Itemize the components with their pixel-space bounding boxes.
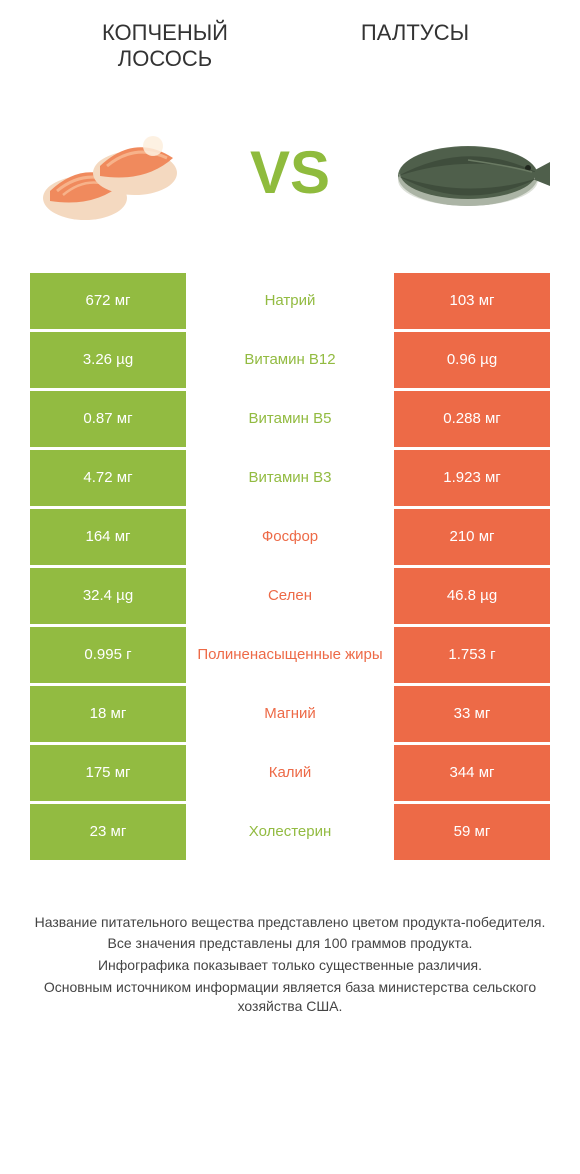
footer-line: Название питательного вещества представл… [30,913,550,933]
value-left: 175 мг [30,745,186,801]
value-right: 0.288 мг [394,391,550,447]
value-left: 23 мг [30,804,186,860]
nutrient-label: Холестерин [186,804,394,860]
table-row: 0.995 гПолиненасыщенные жиры1.753 г [30,627,550,683]
images-row: VS [0,83,580,273]
value-left: 164 мг [30,509,186,565]
table-row: 23 мгХолестерин59 мг [30,804,550,860]
value-left: 0.87 мг [30,391,186,447]
table-row: 32.4 µgСелен46.8 µg [30,568,550,624]
value-left: 3.26 µg [30,332,186,388]
header: КОПЧЕНЫЙ ЛОСОСЬ ПАЛТУСЫ [0,0,580,83]
table-row: 3.26 µgВитамин B120.96 µg [30,332,550,388]
vs-label: VS [250,138,330,207]
value-right: 59 мг [394,804,550,860]
table-row: 0.87 мгВитамин B50.288 мг [30,391,550,447]
footer-line: Инфографика показывает только существенн… [30,956,550,976]
nutrient-label: Калий [186,745,394,801]
nutrient-label: Селен [186,568,394,624]
table-row: 164 мгФосфор210 мг [30,509,550,565]
value-right: 1.753 г [394,627,550,683]
nutrient-label: Полиненасыщенные жиры [186,627,394,683]
value-right: 0.96 µg [394,332,550,388]
value-right: 103 мг [394,273,550,329]
table-row: 175 мгКалий344 мг [30,745,550,801]
footer-line: Все значения представлены для 100 граммо… [30,934,550,954]
value-right: 210 мг [394,509,550,565]
value-right: 1.923 мг [394,450,550,506]
value-left: 32.4 µg [30,568,186,624]
nutrient-label: Натрий [186,273,394,329]
table-row: 18 мгМагний33 мг [30,686,550,742]
nutrient-label: Витамин B3 [186,450,394,506]
title-left: КОПЧЕНЫЙ ЛОСОСЬ [40,20,290,73]
footer-line: Основным источником информации является … [30,978,550,1017]
food-image-left [30,113,190,233]
nutrient-label: Витамин B12 [186,332,394,388]
table-row: 672 мгНатрий103 мг [30,273,550,329]
table-row: 4.72 мгВитамин B31.923 мг [30,450,550,506]
value-left: 4.72 мг [30,450,186,506]
title-right: ПАЛТУСЫ [290,20,540,73]
value-right: 33 мг [394,686,550,742]
value-right: 46.8 µg [394,568,550,624]
food-image-right [390,113,550,233]
value-right: 344 мг [394,745,550,801]
comparison-table: 672 мгНатрий103 мг3.26 µgВитамин B120.96… [0,273,580,860]
nutrient-label: Магний [186,686,394,742]
value-left: 0.995 г [30,627,186,683]
value-left: 672 мг [30,273,186,329]
nutrient-label: Витамин B5 [186,391,394,447]
nutrient-label: Фосфор [186,509,394,565]
footer-notes: Название питательного вещества представл… [0,863,580,1039]
value-left: 18 мг [30,686,186,742]
